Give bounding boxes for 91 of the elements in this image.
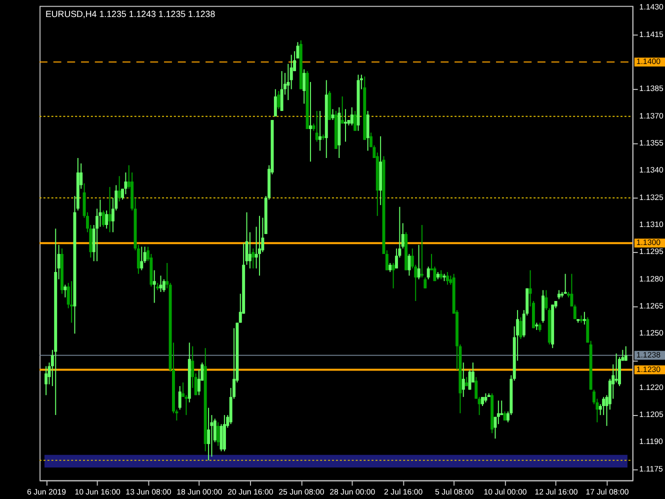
ref-line-label: 1.1400: [636, 57, 662, 66]
chart-title: EURUSD,H4 1.1235 1.1243 1.1235 1.1238: [45, 8, 216, 19]
y-tick-label: 1.1280: [639, 274, 664, 284]
candlestick: [426, 266, 430, 280]
candlestick: [296, 42, 300, 59]
x-tick-label: 20 Jun 16:00: [228, 488, 274, 497]
candlestick: [484, 392, 488, 403]
candlestick: [392, 262, 395, 289]
candlestick: [408, 253, 411, 276]
y-tick-label: 1.1355: [639, 138, 664, 148]
candlestick: [64, 284, 67, 298]
x-tick-label: 13 Jun 08:00: [126, 488, 172, 497]
x-tick-label: 28 Jun 00:00: [330, 488, 376, 497]
candlestick: [462, 362, 465, 398]
candlestick: [424, 276, 427, 289]
y-tick-label: 1.1295: [639, 247, 664, 256]
x-tick-label: 18 Jun 00:00: [176, 488, 223, 497]
candlestick: [105, 210, 108, 230]
candlestick: [70, 280, 74, 324]
candlestick: [500, 400, 504, 416]
candlestick: [557, 290, 560, 300]
candlestick: [140, 246, 144, 271]
candlestick: [252, 248, 255, 269]
candlestick: [370, 132, 372, 148]
candlestick: [538, 322, 542, 332]
x-tick-label: 10 Jun 16:00: [74, 488, 121, 497]
candlestick: [318, 110, 322, 152]
y-tick-label: 1.1415: [639, 30, 664, 39]
candlestick: [570, 273, 574, 307]
candlestick: [446, 272, 449, 286]
candlestick: [102, 210, 105, 228]
x-tick-label: 10 Jul 00:00: [484, 488, 528, 497]
ref-line-label: 1.1230: [636, 364, 662, 374]
candlestick: [340, 96, 344, 124]
candlestick: [274, 88, 277, 117]
candlestick: [440, 270, 443, 280]
candlestick: [354, 110, 357, 132]
candlestick: [331, 108, 334, 120]
candlestick: [388, 262, 392, 273]
x-tick-label: 17 Jul 08:00: [586, 488, 630, 497]
candlestick: [366, 110, 370, 152]
x-tick-label: 5 Jul 08:00: [435, 488, 474, 497]
y-tick-label: 1.1205: [639, 410, 664, 420]
x-tick-label: 2 Jul 16:00: [384, 488, 424, 497]
candlestick: [544, 290, 548, 311]
x-tick-label: 25 Jun 08:00: [278, 488, 325, 497]
y-tick-label: 1.1250: [639, 328, 664, 338]
candlestick: [118, 176, 121, 202]
candlestick: [602, 396, 606, 416]
y-tick-label: 1.1190: [639, 437, 664, 446]
candlestick: [586, 316, 590, 344]
candlestick: [350, 106, 354, 126]
candlestick: [433, 266, 436, 282]
candlestick: [184, 394, 188, 416]
candlestick: [277, 90, 280, 110]
ref-line-label: 1.1238: [636, 350, 662, 360]
candlestick: [207, 407, 210, 461]
candlestick: [152, 270, 156, 304]
y-tick-label: 1.1265: [639, 301, 664, 310]
candlestick: [220, 424, 223, 452]
candlestick: [159, 275, 162, 292]
candlestick: [308, 81, 312, 162]
y-tick-label: 1.1340: [639, 166, 664, 175]
candlestick: [248, 232, 252, 269]
candlestick: [624, 346, 628, 362]
candlestick: [178, 386, 182, 410]
ref-line-label: 1.1300: [636, 238, 662, 248]
candlestick: [315, 110, 318, 142]
candlestick: [564, 273, 567, 294]
candlestick: [519, 316, 522, 340]
y-tick-label: 1.1385: [639, 84, 664, 94]
candlestick: [582, 311, 586, 326]
candlestick: [302, 68, 306, 104]
y-tick-label: 1.1175: [639, 464, 664, 474]
y-tick-label: 1.1370: [639, 111, 664, 120]
x-tick-label: 6 Jun 2019: [27, 488, 67, 497]
candlestick: [496, 400, 500, 425]
y-tick-label: 1.1310: [639, 220, 664, 229]
y-tick-label: 1.1325: [639, 192, 664, 202]
y-tick-label: 1.1430: [639, 2, 664, 12]
candlestick: [108, 186, 112, 233]
candlestick: [124, 172, 128, 195]
candlestick: [162, 278, 166, 292]
candlestick: [258, 215, 261, 276]
candlestick: [280, 70, 284, 112]
y-tick-label: 1.1220: [639, 382, 664, 392]
candlestick: [503, 410, 506, 421]
x-tick-label: 12 Jul 16:00: [534, 488, 578, 497]
candlestick: [216, 422, 220, 446]
candlestick: [417, 244, 420, 280]
candlestick: [44, 366, 48, 396]
